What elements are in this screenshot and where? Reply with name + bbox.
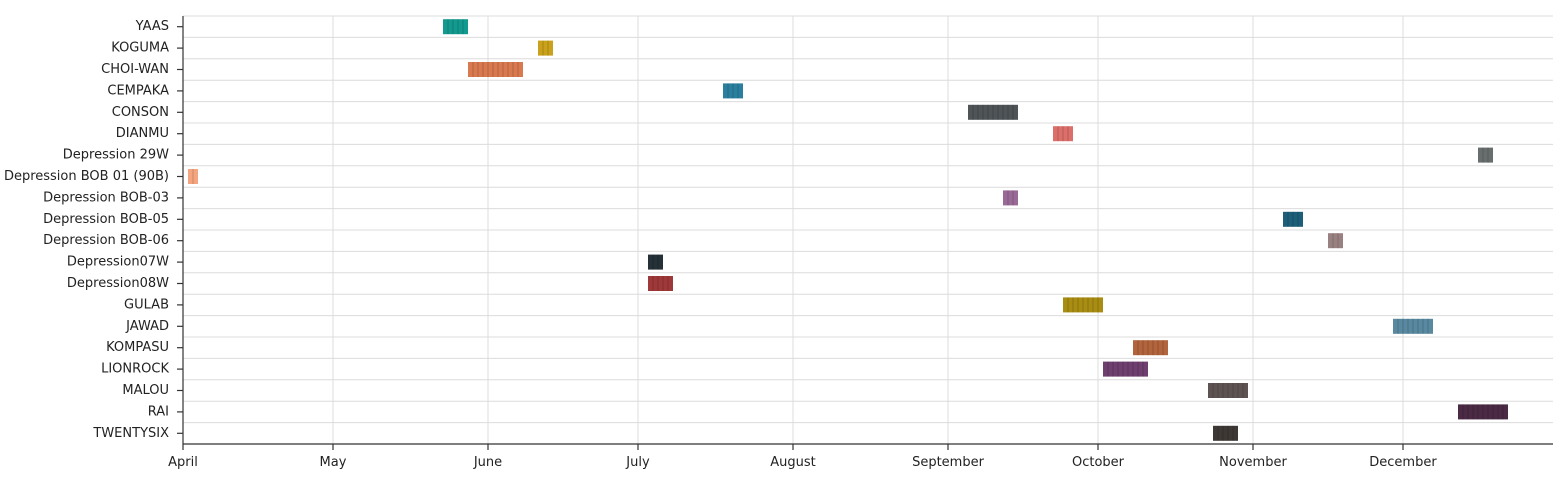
- row-label: Depression BOB-06: [43, 233, 169, 248]
- x-tick-label: October: [1072, 455, 1125, 470]
- x-tick-label: September: [912, 455, 985, 470]
- row-label: DIANMU: [116, 126, 169, 141]
- row-label: YAAS: [135, 19, 169, 34]
- row-label: Depression BOB 01 (90B): [4, 169, 169, 184]
- row-label: Depression07W: [67, 255, 169, 270]
- storm-bar-rect[interactable]: [1053, 126, 1073, 142]
- row-label: MALOU: [122, 383, 169, 398]
- storm-bar[interactable]: [1213, 425, 1238, 441]
- grid-layer: [182, 15, 1553, 445]
- storm-bar[interactable]: [1208, 383, 1248, 398]
- storm-bar[interactable]: [468, 62, 523, 77]
- x-tick-label: May: [320, 455, 347, 470]
- storm-bar[interactable]: [188, 169, 198, 184]
- storm-bar-rect[interactable]: [443, 19, 468, 35]
- axis-layer: [182, 16, 1553, 445]
- storm-bar[interactable]: [1458, 404, 1508, 420]
- storm-bar[interactable]: [1478, 147, 1493, 163]
- storm-bar[interactable]: [1328, 233, 1343, 249]
- x-tick-label: November: [1219, 455, 1287, 470]
- storm-bar-rect[interactable]: [723, 83, 743, 99]
- row-label: Depression BOB-03: [43, 190, 169, 205]
- row-label-layer: YAAS KOGUMA CHOI-WAN CEMPAKA CONSON DIANMU Dep…: [4, 19, 170, 441]
- row-label: RAI: [148, 404, 169, 419]
- storm-bar-rect[interactable]: [648, 254, 663, 270]
- row-label: LIONROCK: [101, 362, 169, 377]
- storm-bar[interactable]: [1063, 297, 1103, 313]
- row-label: CONSON: [112, 105, 169, 120]
- row-label: TWENTYSIX: [92, 426, 169, 441]
- x-tick-label: April: [168, 455, 198, 470]
- row-label: Depression08W: [67, 276, 169, 291]
- storm-bar[interactable]: [443, 19, 468, 35]
- x-tick-label: December: [1369, 455, 1437, 470]
- storm-bar[interactable]: [1283, 211, 1303, 227]
- storm-bar-rect[interactable]: [1328, 233, 1343, 249]
- storm-bar-rect[interactable]: [188, 169, 198, 184]
- row-label: JAWAD: [125, 319, 169, 334]
- storm-bar-rect[interactable]: [538, 40, 553, 56]
- row-label: KOGUMA: [111, 41, 169, 56]
- storm-bar-rect[interactable]: [468, 62, 523, 77]
- storm-bar[interactable]: [648, 276, 673, 291]
- storm-bar[interactable]: [1003, 190, 1018, 206]
- bar-layer: [188, 19, 1508, 441]
- storm-bar[interactable]: [538, 40, 553, 56]
- storm-bar[interactable]: [1393, 318, 1433, 334]
- storm-bar-rect[interactable]: [1213, 425, 1238, 441]
- storm-bar[interactable]: [968, 104, 1018, 120]
- storm-bar[interactable]: [723, 83, 743, 99]
- row-label: CEMPAKA: [107, 83, 169, 98]
- row-label: GULAB: [124, 297, 169, 312]
- storm-bar[interactable]: [648, 254, 663, 270]
- storm-bar-rect[interactable]: [1208, 383, 1248, 398]
- x-tick-label: July: [625, 455, 650, 470]
- row-label: KOMPASU: [106, 340, 169, 355]
- storm-bar-rect[interactable]: [1003, 190, 1018, 206]
- storm-bar[interactable]: [1133, 340, 1168, 356]
- storm-bar[interactable]: [1103, 361, 1148, 377]
- storm-bar-rect[interactable]: [1103, 361, 1148, 377]
- storm-bar[interactable]: [1053, 126, 1073, 142]
- storm-bar-rect[interactable]: [648, 276, 673, 291]
- storm-bar-rect[interactable]: [1283, 211, 1303, 227]
- row-label: Depression BOB-05: [43, 212, 169, 227]
- x-tick-label: August: [770, 455, 816, 470]
- storm-bar-rect[interactable]: [1458, 404, 1508, 420]
- storm-bar-rect[interactable]: [1063, 297, 1103, 313]
- x-tick-layer: April May June July August September October No…: [168, 26, 1437, 470]
- storm-bar-rect[interactable]: [1478, 147, 1493, 163]
- storm-bar-rect[interactable]: [1393, 318, 1433, 334]
- storm-bar-rect[interactable]: [1133, 340, 1168, 356]
- row-label: CHOI-WAN: [101, 62, 169, 77]
- storm-bar-rect[interactable]: [968, 104, 1018, 120]
- row-label: Depression 29W: [63, 148, 169, 163]
- x-tick-label: June: [473, 455, 502, 470]
